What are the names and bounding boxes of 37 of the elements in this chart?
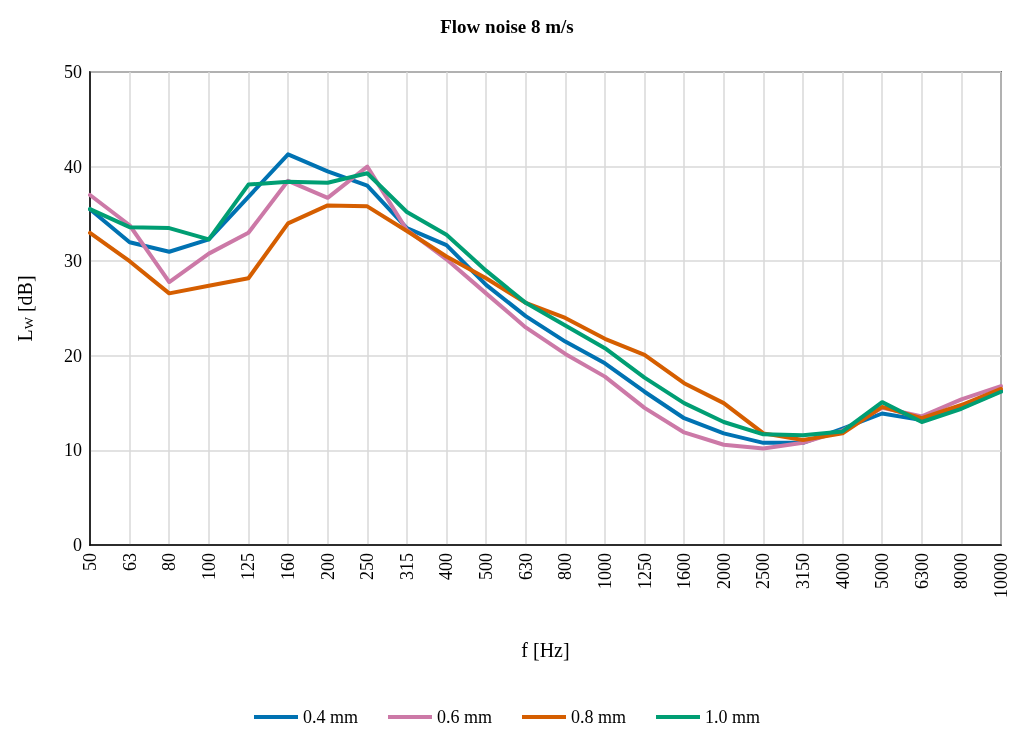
x-tick-label: 4000 [832,553,853,589]
x-tick-label: 5000 [872,553,893,589]
legend-label: 0.6 mm [437,707,493,727]
x-tick-label: 160 [278,553,299,580]
x-axis-title: f [Hz] [521,639,570,661]
y-tick-label: 10 [64,440,82,461]
chart-title: Flow noise 8 m/s [440,16,574,37]
y-tick-label: 0 [73,535,82,555]
x-tick-label: 1600 [674,553,695,589]
x-tick-label: 250 [357,553,378,580]
y-tick-label: 20 [64,345,82,366]
x-tick-label: 200 [317,553,338,580]
y-tick-label: 40 [64,156,82,177]
y-tick-label: 50 [64,62,82,82]
x-tick-label: 315 [396,553,417,580]
legend-label: 1.0 mm [705,707,761,727]
x-tick-label: 10000 [991,553,1011,598]
x-tick-label: 3150 [792,553,813,589]
x-tick-label: 2500 [753,553,774,589]
x-tick-label: 2000 [713,553,734,589]
y-tick-label: 30 [64,251,82,272]
legend-label: 0.4 mm [303,707,359,727]
x-tick-label: 63 [119,553,140,571]
legend-label: 0.8 mm [571,707,627,727]
x-tick-label: 630 [515,553,536,580]
x-tick-label: 500 [476,553,497,580]
x-tick-label: 50 [80,553,100,571]
x-tick-label: 125 [238,553,259,580]
x-tick-label: 1250 [634,553,655,589]
y-axis-title: LW [dB] [13,275,36,342]
x-tick-label: 6300 [911,553,932,589]
x-tick-label: 8000 [951,553,972,589]
x-tick-label: 80 [159,553,180,571]
x-tick-label: 400 [436,553,457,580]
x-tick-label: 800 [555,553,576,580]
x-tick-label: 100 [198,553,219,580]
x-tick-label: 1000 [594,553,615,589]
